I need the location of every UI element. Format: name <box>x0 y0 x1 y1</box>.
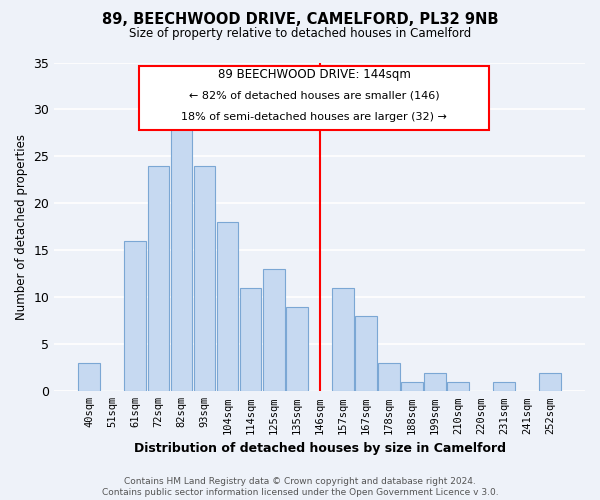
Bar <box>378 363 400 392</box>
Bar <box>79 363 100 392</box>
Bar <box>493 382 515 392</box>
Y-axis label: Number of detached properties: Number of detached properties <box>15 134 28 320</box>
Bar <box>424 372 446 392</box>
Bar <box>170 128 193 392</box>
Text: Contains HM Land Registry data © Crown copyright and database right 2024.: Contains HM Land Registry data © Crown c… <box>124 476 476 486</box>
Bar <box>447 382 469 392</box>
Bar <box>239 288 262 392</box>
Bar <box>124 241 146 392</box>
Bar <box>539 372 561 392</box>
X-axis label: Distribution of detached houses by size in Camelford: Distribution of detached houses by size … <box>134 442 506 455</box>
Text: 89, BEECHWOOD DRIVE, CAMELFORD, PL32 9NB: 89, BEECHWOOD DRIVE, CAMELFORD, PL32 9NB <box>102 12 498 28</box>
Bar <box>263 269 284 392</box>
Bar <box>148 166 169 392</box>
Bar <box>217 222 238 392</box>
Text: Contains public sector information licensed under the Open Government Licence v : Contains public sector information licen… <box>101 488 499 497</box>
Bar <box>401 382 423 392</box>
Bar <box>355 316 377 392</box>
Text: ← 82% of detached houses are smaller (146): ← 82% of detached houses are smaller (14… <box>189 90 440 101</box>
Bar <box>332 288 353 392</box>
FancyBboxPatch shape <box>139 66 490 130</box>
Text: 18% of semi-detached houses are larger (32) →: 18% of semi-detached houses are larger (… <box>181 112 447 122</box>
Text: Size of property relative to detached houses in Camelford: Size of property relative to detached ho… <box>129 28 471 40</box>
Bar <box>286 307 308 392</box>
Text: 89 BEECHWOOD DRIVE: 144sqm: 89 BEECHWOOD DRIVE: 144sqm <box>218 68 411 80</box>
Bar <box>194 166 215 392</box>
